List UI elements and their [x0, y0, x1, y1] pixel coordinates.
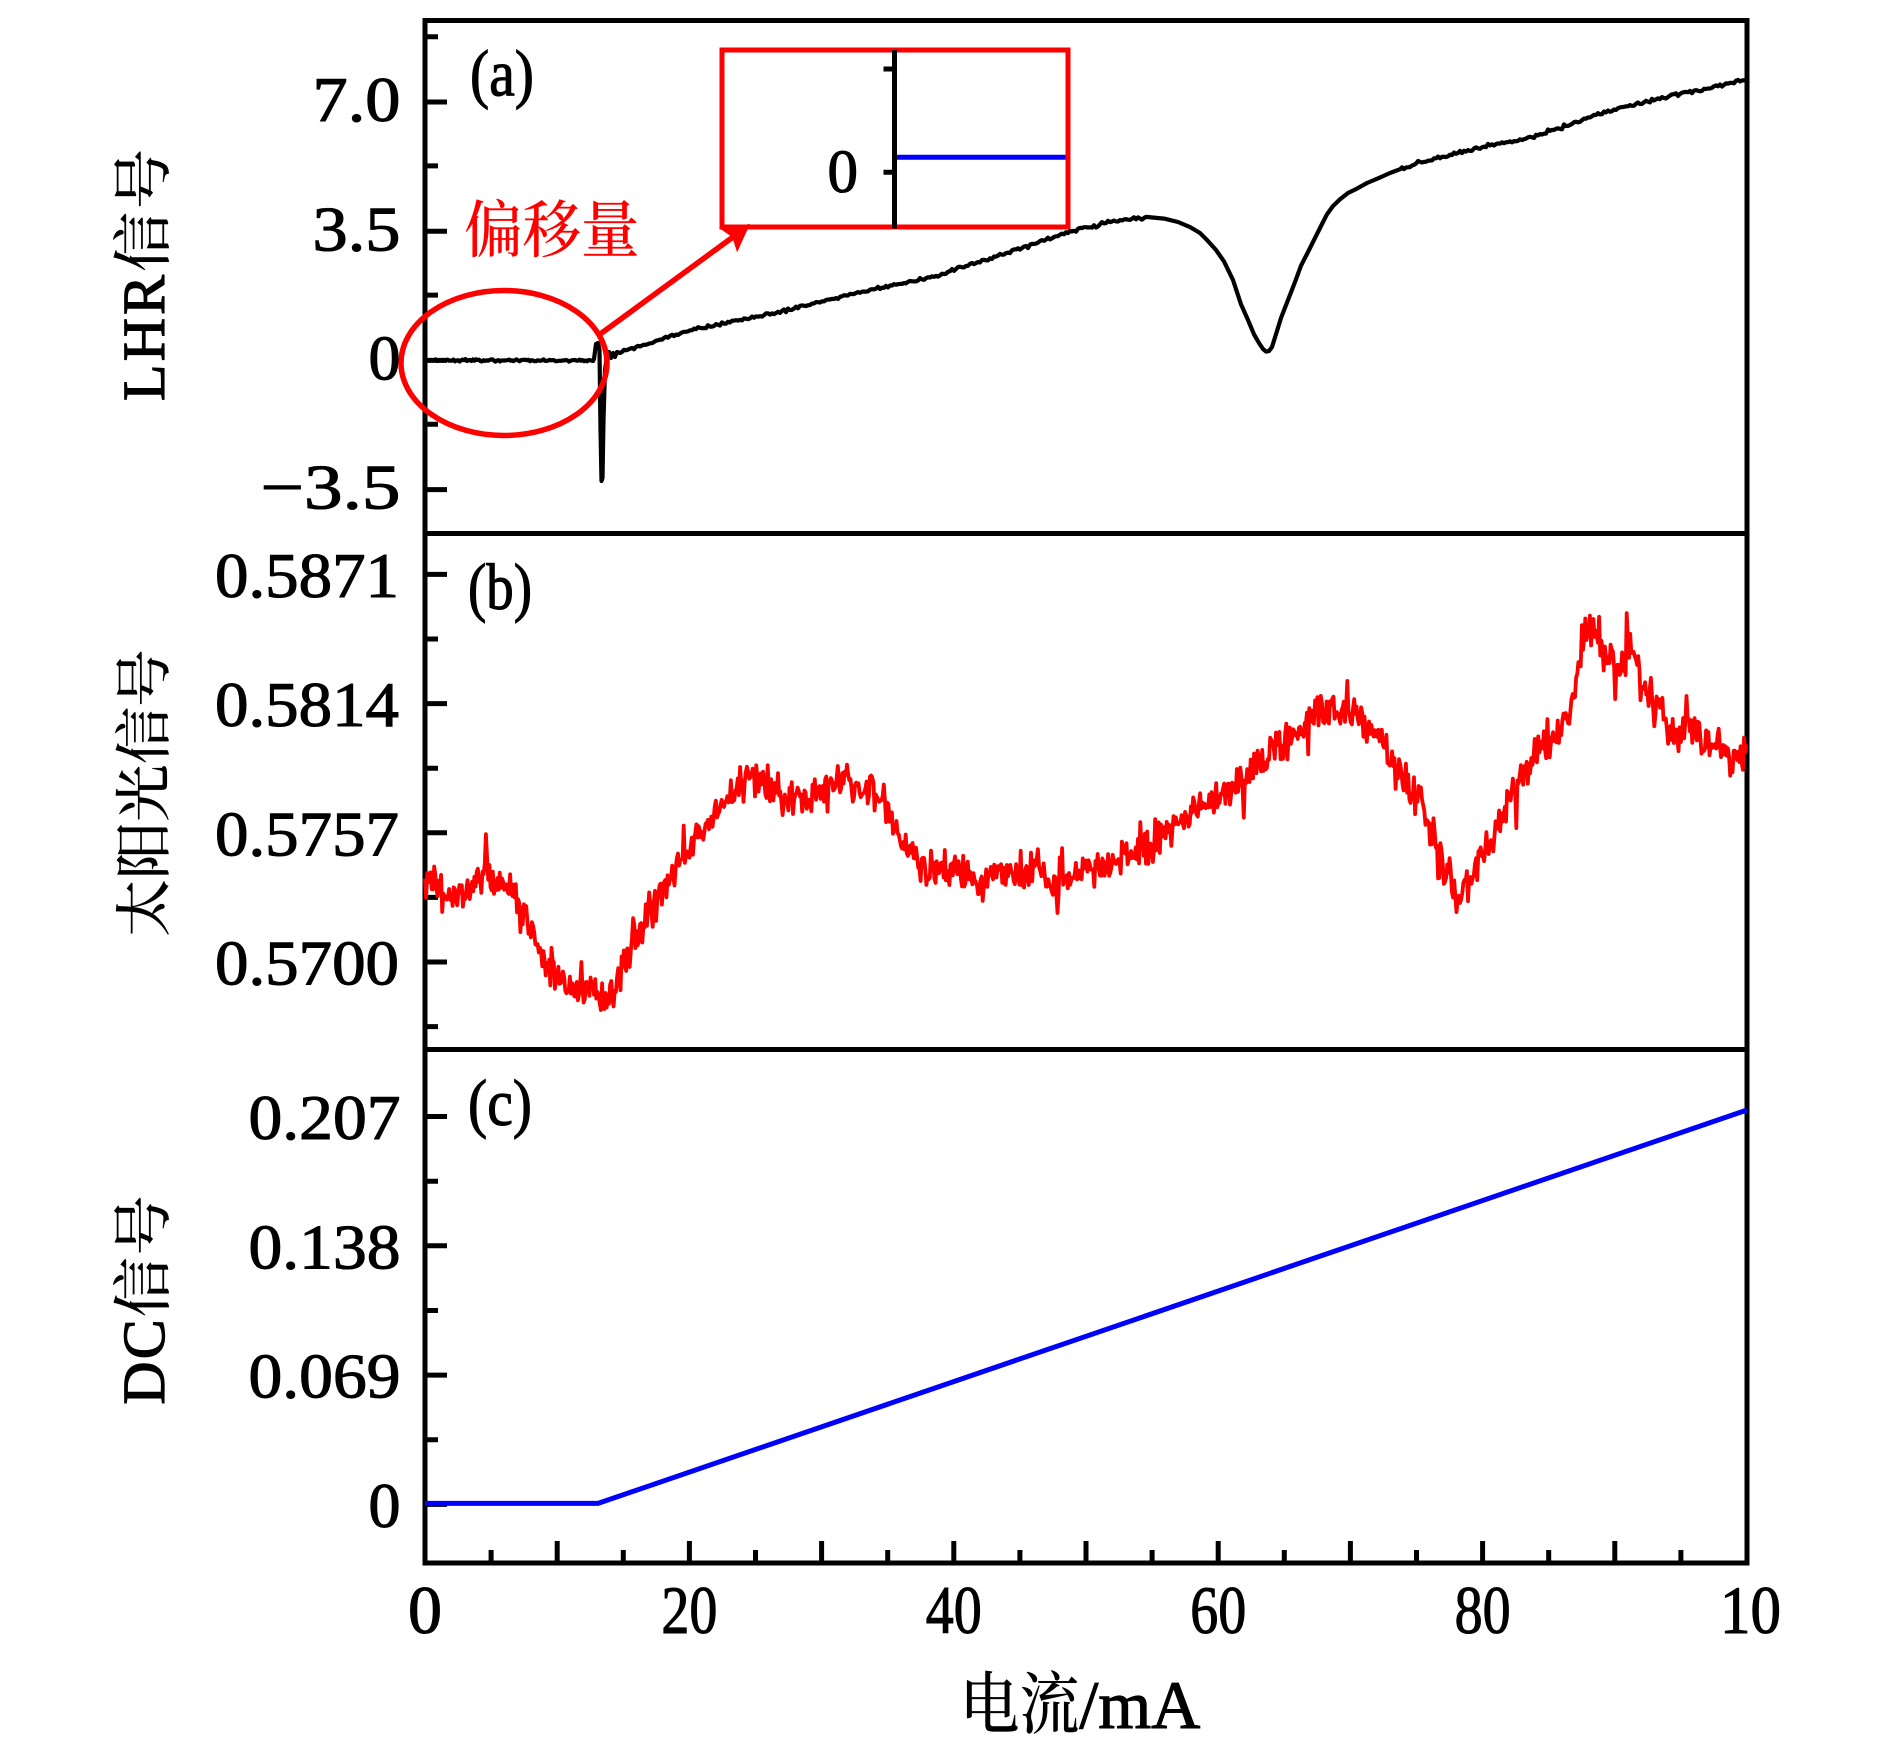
svg-text:7.0: 7.0	[313, 64, 401, 135]
svg-text:0.5814: 0.5814	[215, 669, 399, 740]
svg-text:0.5757: 0.5757	[215, 798, 399, 869]
svg-text:0.5700: 0.5700	[215, 928, 399, 999]
svg-text:0: 0	[408, 1572, 442, 1648]
svg-text:0.069: 0.069	[249, 1341, 401, 1412]
svg-text:0.5871: 0.5871	[215, 540, 399, 611]
svg-text:0: 0	[369, 322, 401, 393]
svg-text:(b): (b)	[468, 551, 532, 624]
svg-text:(c): (c)	[468, 1067, 532, 1140]
svg-text:0.138: 0.138	[249, 1211, 401, 1282]
svg-text:60: 60	[1190, 1572, 1246, 1648]
svg-text:10: 10	[1720, 1572, 1781, 1648]
svg-text:40: 40	[926, 1572, 982, 1648]
svg-text:0.207: 0.207	[249, 1082, 401, 1153]
svg-text:80: 80	[1455, 1572, 1511, 1648]
svg-text:(a): (a)	[470, 38, 534, 111]
svg-text:3.5: 3.5	[313, 193, 401, 264]
svg-text:20: 20	[661, 1572, 717, 1648]
svg-text:0: 0	[828, 139, 859, 206]
svg-text:−3.5: −3.5	[261, 452, 401, 523]
svg-text:0: 0	[369, 1470, 401, 1541]
